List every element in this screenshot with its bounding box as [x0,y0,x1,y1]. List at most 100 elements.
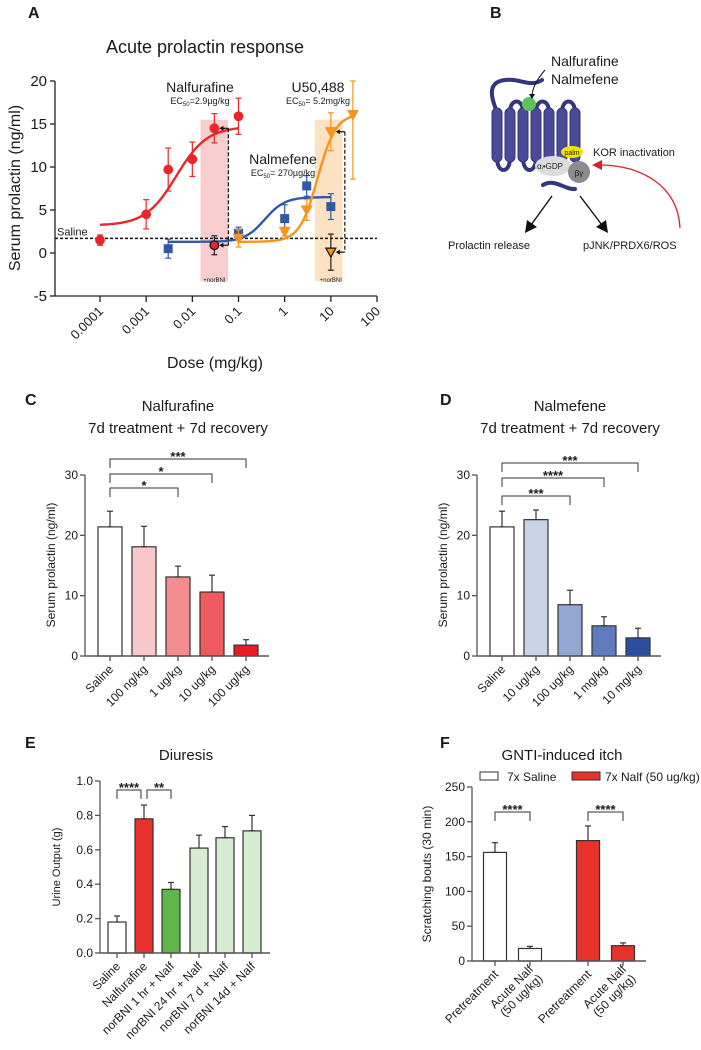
y-tick-label: 150 [445,850,465,864]
panel-label: B [490,5,502,22]
pjnk-arrow-head [596,220,608,233]
arrow-head [219,125,224,131]
pjnk-arrow [579,195,603,226]
chart-title: Nalfurafine [142,398,215,415]
y-tick-label: 5 [39,202,47,219]
norbni-label: +norBNI [203,278,226,284]
panel-label: F [440,735,450,752]
y-tick-label: 10 [457,589,471,603]
y-tick-label: 0 [71,649,78,663]
arrow-head [335,249,340,255]
y-tick-label: 20 [30,73,47,90]
arrow-head [219,242,224,248]
pjnk-prdx6-ros-label: pJNK/PRDX6/ROS [583,240,677,252]
kor-inactivation-label: KOR inactivation [593,147,675,159]
y-axis-label: Urine Output (g) [51,828,63,907]
significance-bracket [146,789,172,799]
norbni-data-point [209,240,220,251]
chart-title: 7d treatment + 7d recovery [480,420,660,437]
ec50-prefix: EC [170,96,183,106]
prolactin-arrow-head [525,220,537,233]
panel-label: C [25,392,37,409]
ec50-label: EC50= 5.2mg/kg [286,96,350,108]
data-point-square [280,214,290,224]
data-point-triangle-down [324,127,337,138]
chart-title: Diuresis [159,747,213,764]
legend-label: 7x Saline [507,770,557,784]
x-tick-label-group: Acute Nalf(50 ug/kg) [580,962,638,1020]
receptor-loops [495,99,577,172]
bar [97,526,123,657]
g-alpha-label: αᵢ•GDP [537,162,563,171]
significance-stars: **** [595,802,616,817]
ec50-label: EC50=2.9µg/kg [170,96,229,108]
ligand-label-nalmefene: Nalmefene [551,71,619,87]
significance-bracket [109,458,247,468]
bar [482,851,508,962]
y-axis-label: Serum prolactin (ng/ml) [436,503,450,628]
data-point-circle [187,154,198,165]
ec50-label: EC50= 270µg/kg [251,168,315,180]
ec50-prefix: EC [251,168,264,178]
bar [161,888,181,954]
data-point-triangle-down [346,109,359,121]
transmembrane-helix [491,107,503,163]
x-tick-label: 10 [316,304,337,325]
ligand-label-nalfurafine: Nalfurafine [551,53,619,69]
significance-stars: *** [562,453,578,468]
arrow-head [335,129,340,135]
norbni-data-point [324,247,337,259]
significance-stars: *** [170,449,186,464]
y-tick-label: 10 [30,159,47,176]
ec50-value: = 5.2mg/kg [305,96,350,106]
data-point-triangle-down [232,233,245,245]
g-beta-gamma-label: βγ [575,169,584,178]
x-tick-label: 0.1 [221,304,244,327]
panel-label: A [28,5,40,22]
x-axis-label: Dose (mg/kg) [167,355,263,372]
y-tick-label: 50 [452,919,466,933]
x-tick-label-group: Acute Nalf(50 ug/kg) [487,962,545,1020]
bar [517,947,543,962]
y-tick-label: 0.0 [76,946,93,960]
data-point-triangle-down [300,205,313,217]
significance-stars: **** [543,468,564,483]
ec50-subscript: 50 [183,102,190,108]
significance-stars: * [158,464,164,479]
legend-swatch [479,771,499,781]
ec50-prefix: EC [286,96,299,106]
y-tick-label: 20 [65,528,79,542]
series-label: Nalfurafine [166,79,234,95]
chart-title: Acute prolactin response [106,37,304,57]
data-point-circle [95,235,105,246]
bar [489,526,515,657]
significance-bracket [501,495,571,505]
bar [625,637,651,657]
significance-stars: *** [528,486,544,501]
norbni-label: +norBNI [320,278,343,284]
data-point-square [326,202,336,212]
ligand-arrow-head [529,94,535,99]
bar [575,839,601,962]
y-tick-label: 30 [457,468,471,482]
significance-bracket [501,477,605,487]
inactivation-arrow-head [592,160,602,170]
data-point-circle [141,209,152,220]
bar [591,625,617,657]
g-beta-gamma-subunit [568,161,590,183]
y-tick-label: 0 [39,245,47,262]
bar [233,644,259,657]
y-tick-label: 30 [65,468,79,482]
y-tick-label: 200 [445,815,465,829]
ec50-subscript: 50 [299,102,306,108]
significance-bracket [587,811,624,821]
data-point-circle [163,164,174,175]
significance-stars: **** [502,802,523,817]
palmitoylation-site [561,146,583,158]
y-tick-label: 0.6 [76,843,93,857]
bar [199,591,225,657]
y-axis-label: Serum prolactin (ng/ml) [44,503,58,628]
y-tick-label: 20 [457,528,471,542]
significance-bracket [109,473,213,483]
